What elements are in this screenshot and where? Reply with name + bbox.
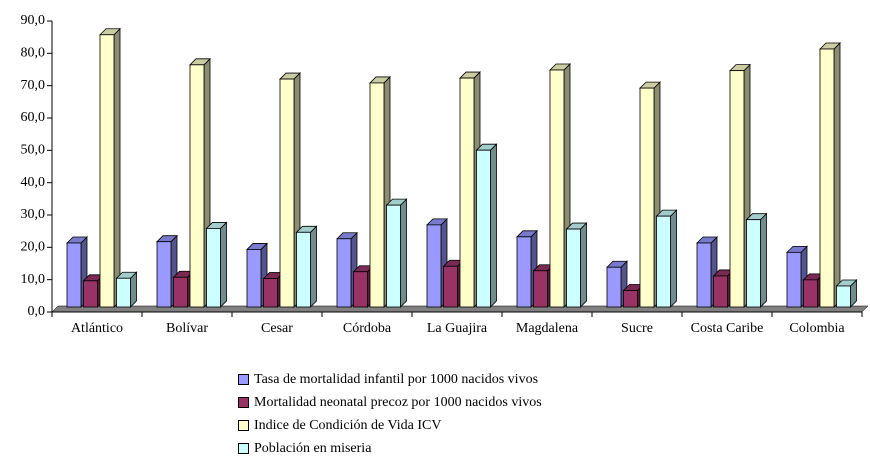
bar [713,275,728,308]
bar [353,271,368,308]
bar [386,204,401,308]
bar-side [310,225,317,308]
legend-label: Tasa de mortalidad infantil por 1000 nac… [254,371,539,387]
bar [116,277,131,308]
bar [189,64,205,308]
bar [533,270,548,308]
x-tick-label: Costa Caribe [690,321,764,336]
bar [443,265,458,308]
y-tick-label: 70,0 [21,78,46,93]
bar-side [400,198,407,308]
bar [336,238,352,308]
bar-side [580,222,587,308]
bar [516,236,532,308]
bar [819,48,835,308]
bar [246,249,262,308]
legend-swatch [238,374,249,385]
y-tick-label: 40,0 [21,175,46,190]
bar [746,219,761,308]
bar [426,224,442,308]
x-tick-label: La Guajira [426,321,488,336]
bar [369,82,385,308]
y-tick-label: 0,0 [28,304,46,319]
bar [99,34,115,308]
bar [656,215,671,308]
x-tick-label: Cesar [261,321,293,336]
bar [459,77,475,308]
bar [836,285,851,308]
bar-side [670,209,677,308]
bar [639,87,655,308]
bar [263,278,278,308]
bar [206,228,221,308]
x-tick-label: Magdalena [515,321,579,336]
y-tick-label: 50,0 [21,143,46,158]
bar-side [760,212,767,308]
legend-item: Mortalidad neonatal precoz por 1000 naci… [238,391,542,414]
legend-item: Indice de Condición de Vida ICV [238,414,542,437]
x-tick-label: Sucre [621,321,653,336]
bar [623,290,638,308]
y-tick-label: 30,0 [21,207,46,222]
legend-item: Población en miseria [238,437,542,460]
y-tick-label: 10,0 [21,272,46,287]
bar [606,266,622,308]
x-tick-label: Atlántico [70,321,124,336]
bar-side [833,42,841,308]
x-tick-label: Córdoba [342,321,392,336]
bar [729,70,745,308]
bar [803,279,818,308]
bar [156,241,172,308]
bar-side [220,221,227,308]
bar [173,276,188,308]
bar [476,149,491,308]
bar-side [490,143,497,308]
legend-label: Mortalidad neonatal precoz por 1000 naci… [254,394,542,410]
legend-swatch [238,443,249,454]
y-tick-label: 20,0 [21,240,46,255]
legend-label: Indice de Condición de Vida ICV [254,417,442,433]
legend: Tasa de mortalidad infantil por 1000 nac… [238,368,542,460]
legend-swatch [238,420,249,431]
legend-label: Población en miseria [254,440,372,456]
bar [279,78,295,308]
y-tick-label: 80,0 [21,46,46,61]
y-tick-label: 60,0 [21,110,46,125]
bar [83,280,98,308]
bar [296,231,311,308]
legend-item: Tasa de mortalidad infantil por 1000 nac… [238,368,542,391]
x-tick-label: Bolívar [166,321,208,336]
y-tick-label: 90,0 [21,13,46,28]
bar [786,251,802,308]
bar [549,69,565,308]
x-tick-label: Colombia [789,321,845,336]
bar [696,242,712,308]
bar [566,228,581,308]
legend-swatch [238,397,249,408]
bar-side [113,27,121,308]
bar [66,242,82,308]
